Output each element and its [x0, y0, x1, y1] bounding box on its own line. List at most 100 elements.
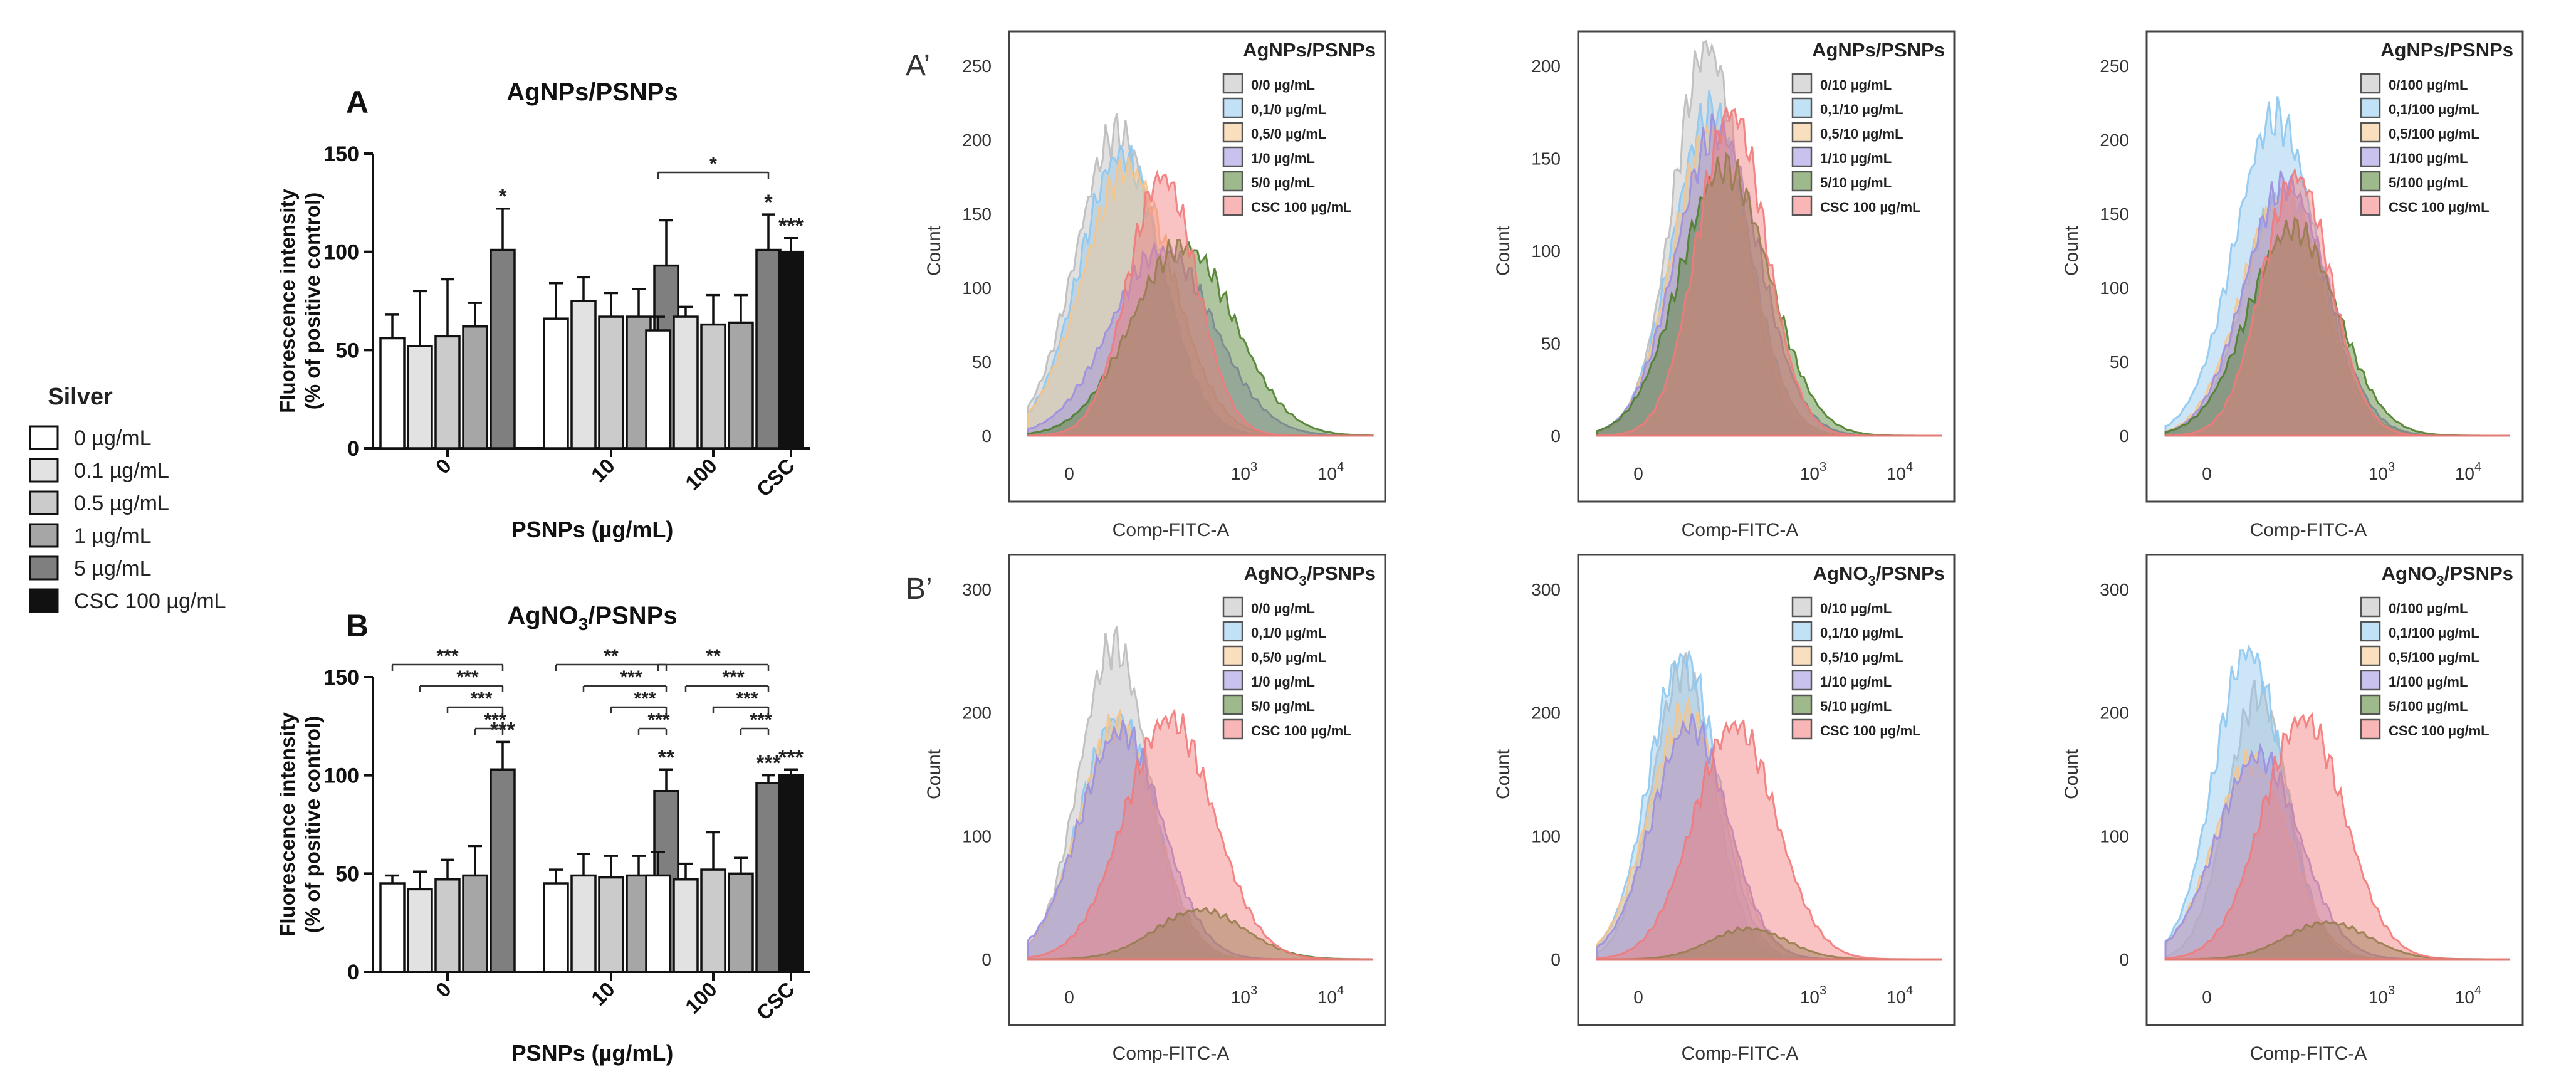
histogram-curve: [1027, 708, 1373, 961]
x-tick-base: 10: [1317, 464, 1337, 483]
x-tick-base: 0: [1633, 987, 1643, 1007]
histogram-legend-swatch: [1222, 621, 1243, 642]
y-tick-label: 300: [962, 580, 992, 599]
panel-letter: B’: [906, 572, 933, 606]
histogram-frame: [1577, 30, 1956, 503]
y-tick-label: 150: [323, 666, 359, 690]
histogram-legend-label: CSC 100 µg/mL: [1251, 723, 1352, 739]
histogram-legend-swatch: [2360, 97, 2381, 118]
histogram-legend-title: AgNPs/PSNPs: [1243, 39, 1376, 61]
x-tick-exponent: 4: [2474, 984, 2481, 997]
y-tick-label: 200: [962, 703, 992, 723]
bar: [700, 868, 726, 973]
bar: [407, 345, 433, 450]
x-tick-label: 104: [1887, 984, 1913, 1007]
histogram-legend-title: AgNO3/PSNPs: [1813, 562, 1945, 589]
histogram-legend-label: 0/100 µg/mL: [2389, 601, 2468, 616]
y-tick-label: 100: [323, 764, 359, 788]
y-tick-label: 50: [2110, 352, 2129, 372]
x-tick-base: 0: [2202, 464, 2212, 483]
y-tick-label: 0: [347, 961, 359, 984]
histogram-legend-title-tail: /PSNPs: [1876, 562, 1945, 584]
histogram-legend-title-tail: /PSNPs: [1307, 562, 1376, 584]
y-tick-label: 100: [1531, 241, 1561, 261]
histogram-legend-swatch: [1222, 122, 1243, 143]
histogram-legend-label: 1/0 µg/mL: [1251, 150, 1315, 166]
y-axis-label-line2: (% of positive control): [301, 716, 324, 934]
x-tick-exponent: 3: [2388, 460, 2395, 474]
panel-letter: B: [346, 608, 369, 643]
chart-title: AgNPs/PSNPs: [506, 78, 678, 106]
histogram-frame: [1008, 554, 1386, 1026]
x-tick-base: 0: [1064, 987, 1074, 1007]
significance-star: **: [658, 745, 675, 769]
bar: [434, 335, 461, 450]
y-tick-label: 200: [1531, 56, 1561, 76]
y-axis-label-line2: (% of positive control): [301, 192, 324, 410]
silver-legend: Silver 0 µg/mL 0.1 µg/mL 0.5 µg/mL 1 µg/mL 5 …: [29, 384, 226, 613]
histogram-legend-label: 0,1/100 µg/mL: [2389, 625, 2479, 641]
histogram-legend-swatch: [2360, 73, 2381, 94]
histogram-legend-swatch: [1222, 694, 1243, 715]
histogram-legend-label: 0,1/10 µg/mL: [1820, 102, 1903, 117]
histogram-legend-swatch: [2360, 670, 2381, 691]
y-tick-label: 150: [2100, 204, 2129, 224]
bar: [673, 878, 699, 973]
x-tick-base: 10: [1231, 987, 1250, 1007]
y-axis-label: Count: [1493, 749, 1514, 799]
bar: [755, 782, 782, 973]
histogram-legend-label: 1/0 µg/mL: [1251, 674, 1315, 690]
x-tick-label: 103: [2369, 984, 2395, 1007]
histogram-legend-label: 0/10 µg/mL: [1820, 601, 1892, 616]
significance-bracket-stars: ***: [620, 667, 642, 688]
legend-swatch: [29, 490, 59, 515]
histogram-legend-label: 0,5/10 µg/mL: [1820, 126, 1903, 142]
y-tick-label: 250: [962, 56, 992, 76]
histogram-legend-swatch: [1791, 596, 1813, 618]
x-axis-label: Comp-FITC-A: [1682, 520, 1799, 540]
x-axis-label: Comp-FITC-A: [1113, 1043, 1230, 1064]
significance-star: ***: [778, 214, 804, 238]
y-tick-label: 300: [1531, 580, 1561, 599]
histogram-legend-swatch: [1791, 621, 1813, 642]
x-tick-exponent: 3: [1819, 984, 1826, 997]
y-axis-label: Count: [924, 749, 945, 799]
bar: [379, 882, 406, 973]
y-tick-label: 50: [1541, 334, 1561, 354]
histogram-legend-label: 5/0 µg/mL: [1251, 698, 1315, 714]
bar: [462, 325, 488, 450]
histogram-legend-swatch: [1791, 122, 1813, 143]
histogram-legend-label: 1/10 µg/mL: [1820, 674, 1892, 690]
chart-title-subscript: 3: [579, 614, 589, 634]
histogram-legend-label: 0,1/0 µg/mL: [1251, 102, 1326, 117]
histogram-legend-title-base: AgNO: [1813, 562, 1868, 584]
histogram-legend-swatch: [2360, 621, 2381, 642]
x-tick-base: 10: [1231, 464, 1250, 483]
legend-title: Silver: [48, 384, 113, 410]
histogram-legend-label: CSC 100 µg/mL: [2389, 723, 2490, 739]
x-tick-label: 103: [1800, 460, 1826, 483]
histogram-legend-label: 0,5/10 µg/mL: [1820, 650, 1903, 665]
y-tick-label: 0: [2119, 426, 2129, 446]
y-axis-label: Count: [924, 225, 945, 276]
histogram-legend-label: 0/10 µg/mL: [1820, 77, 1892, 93]
x-tick-exponent: 4: [1337, 460, 1344, 474]
histogram-frame: [1577, 554, 1956, 1026]
significance-bracket-stars: *: [709, 154, 717, 174]
x-tick-label: 103: [1231, 460, 1257, 483]
legend-swatch: [29, 588, 59, 613]
significance-bracket-stars: ***: [456, 667, 478, 688]
histogram-legend-label: 0/0 µg/mL: [1251, 77, 1315, 93]
chart-title: AgNO3/PSNPs: [507, 602, 677, 634]
y-axis-label: Count: [2061, 225, 2082, 276]
x-tick-exponent: 4: [1906, 460, 1913, 474]
legend-label: 5 µg/mL: [74, 557, 152, 581]
histogram-curve: [2164, 712, 2510, 961]
x-axis-label: PSNPs (µg/mL): [511, 1040, 674, 1066]
bar: [755, 248, 782, 450]
csc-bar: [778, 774, 804, 973]
histogram-legend-swatch: [1791, 645, 1813, 666]
x-tick-exponent: 4: [2474, 460, 2481, 474]
x-tick-base: 0: [2202, 987, 2212, 1007]
